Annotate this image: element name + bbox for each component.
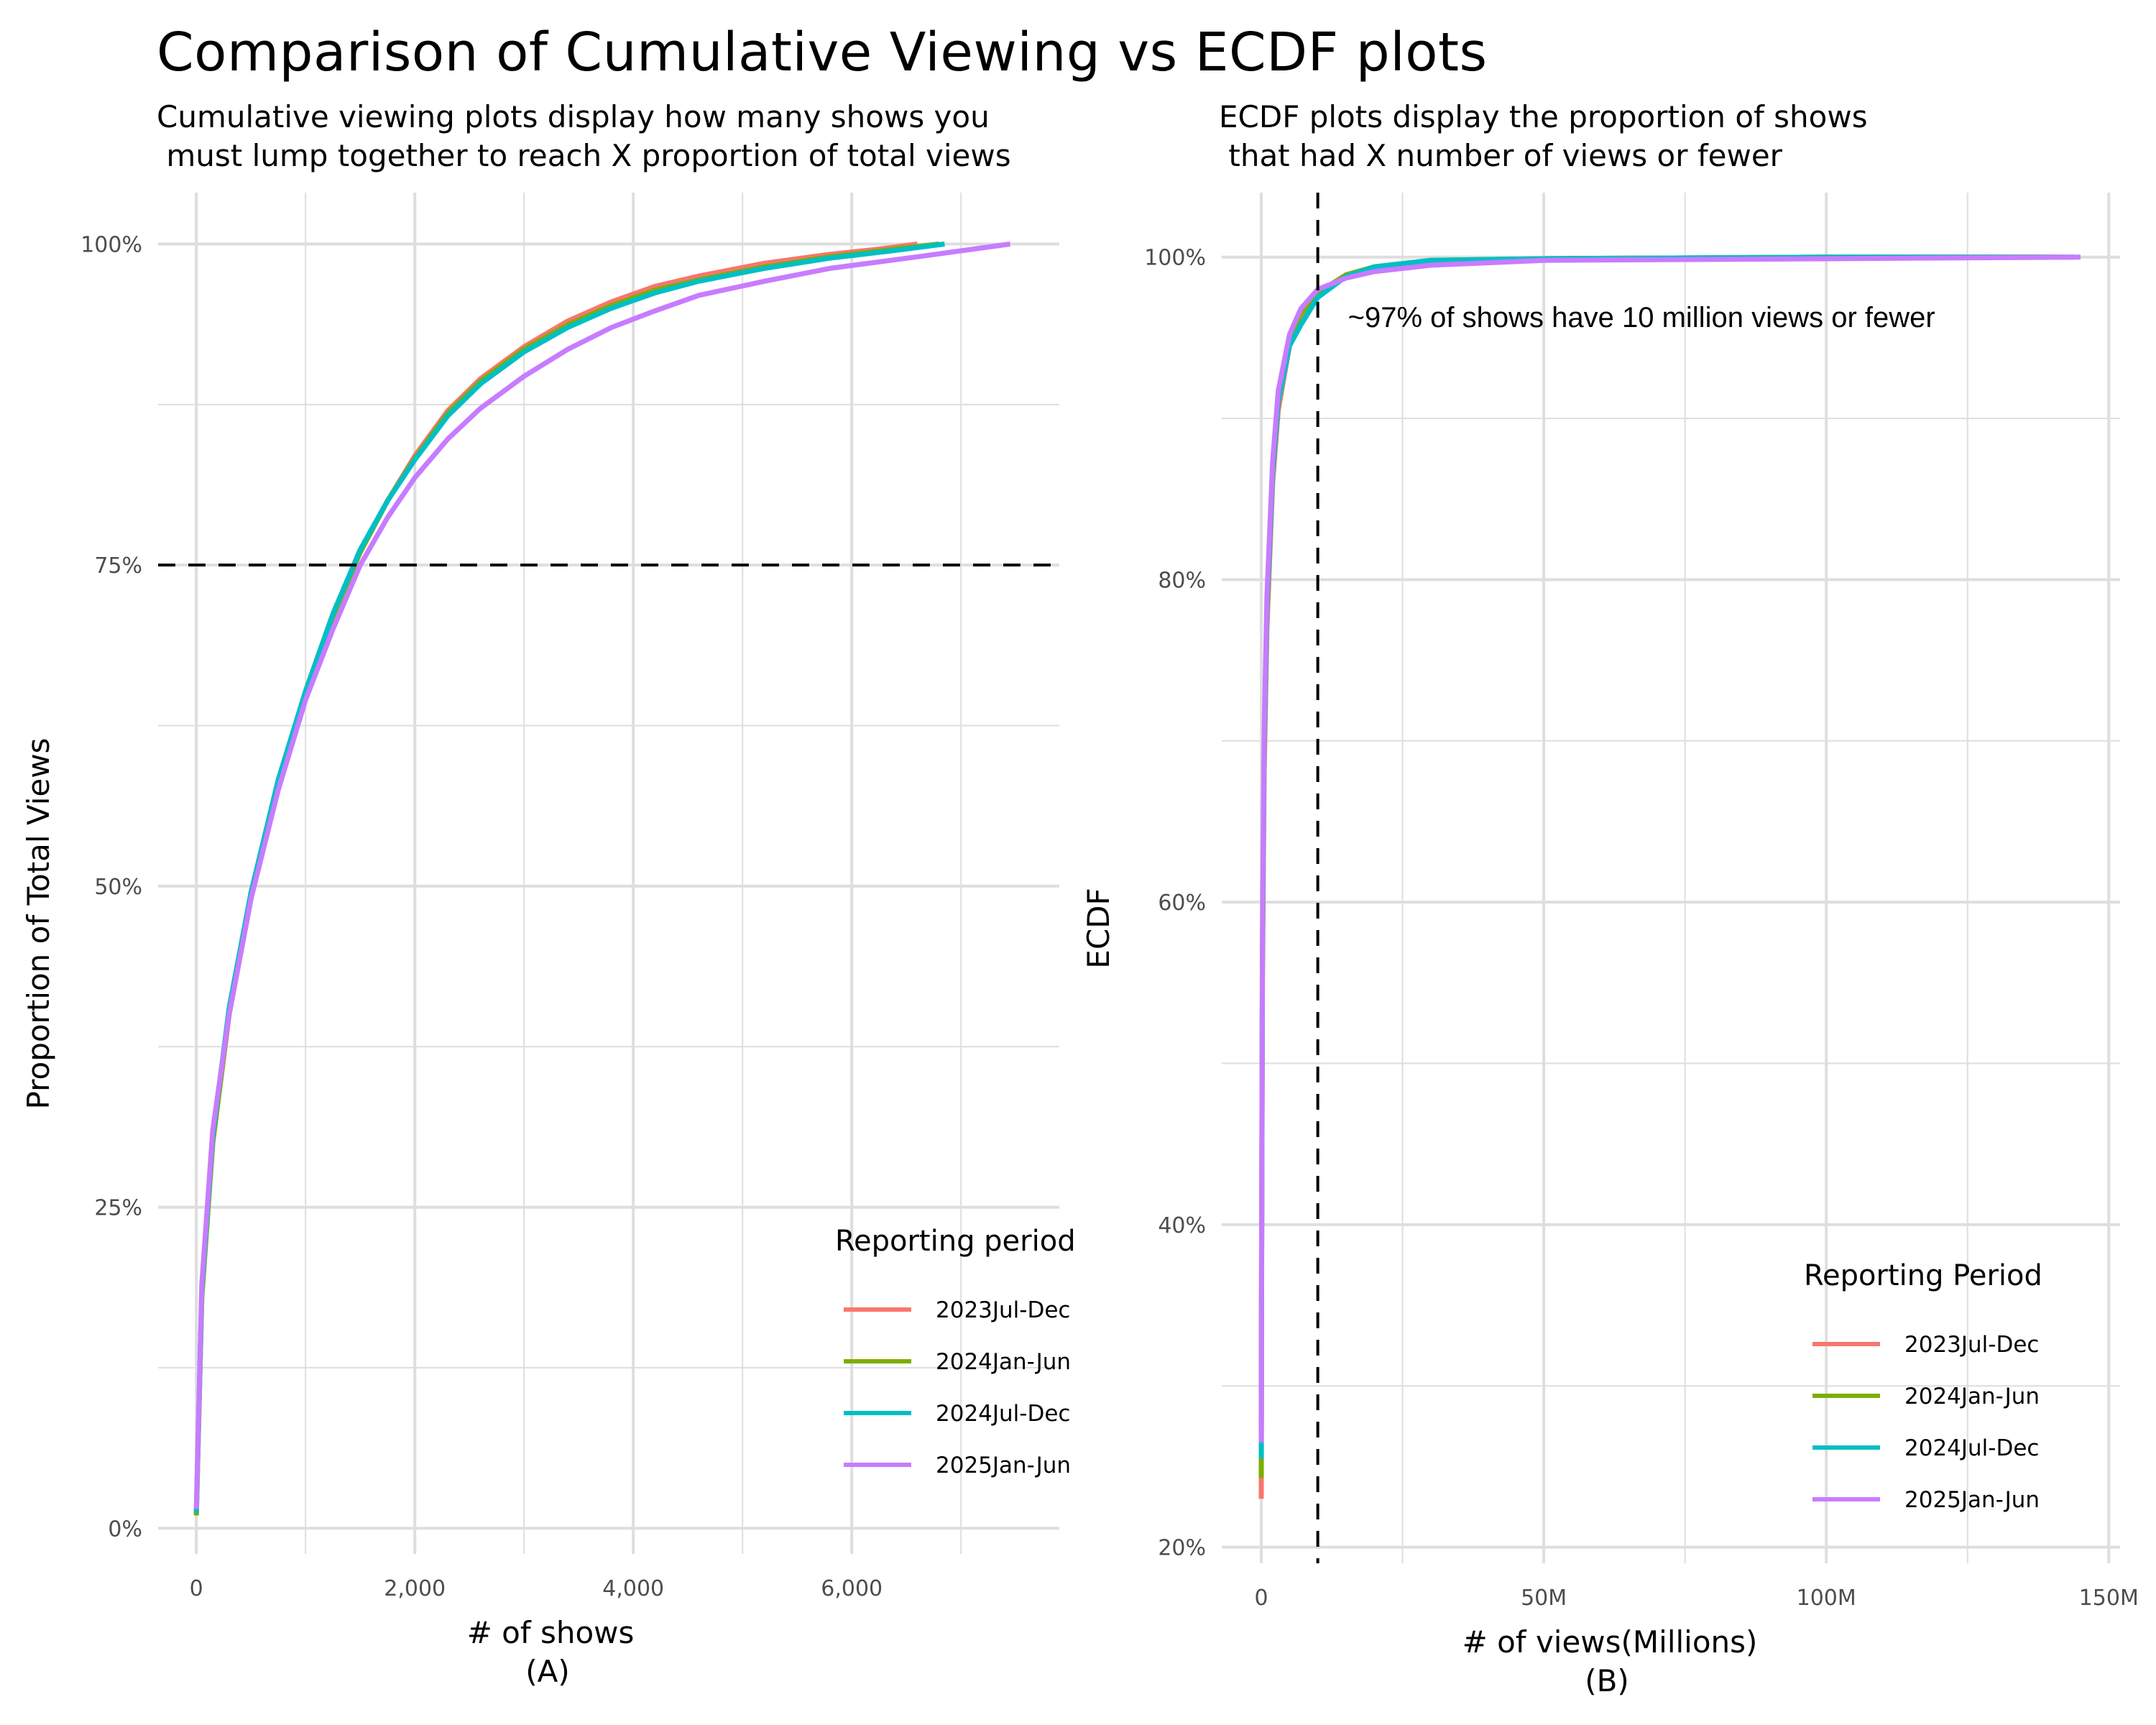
annotation-text: ~97% of shows have 10 million views or f… [1348, 302, 1935, 334]
y-tick-label: 20% [1158, 1536, 1206, 1561]
legend-label: 2025Jan-Jun [1904, 1487, 2040, 1513]
legend-title: Reporting Period [1804, 1259, 2042, 1292]
y-tick-label: 40% [1158, 1213, 1206, 1238]
y-tick-label: 75% [94, 553, 142, 579]
series-line-2024jan-jun [193, 242, 940, 1516]
legend-label: 2024Jan-Jun [1904, 1384, 2040, 1409]
legend-label: 2024Jul-Dec [1904, 1435, 2039, 1461]
legend-label: 2023Jul-Dec [936, 1297, 1070, 1323]
x-tick-label: 50M [1521, 1586, 1567, 1611]
legend-label: 2024Jan-Jun [936, 1349, 1071, 1375]
y-axis-title: Proportion of Total Views [21, 738, 56, 1110]
figure-title: Comparison of Cumulative Viewing vs ECDF… [157, 22, 1488, 83]
x-tick-label: 100M [1797, 1586, 1856, 1611]
y-tick-label: 100% [80, 232, 142, 257]
series-line-2025jan-jun [193, 242, 1011, 1509]
panel-b: 0 50M 100M 150M 20% 40% 60% 80% 100% ~97% of show… [1081, 193, 2139, 1698]
series-line-2023jul-dec [1258, 254, 2053, 1499]
legend: Reporting period 2023Jul-Dec 2024Jan-Jun 20… [835, 1225, 1076, 1478]
legend-label: 2025Jan-Jun [936, 1453, 1071, 1478]
x-tick-label: 0 [1254, 1586, 1268, 1611]
x-tick-label: 2,000 [384, 1576, 446, 1601]
series-line-2025jan-jun [1258, 254, 2081, 1443]
y-tick-label: 50% [94, 875, 142, 900]
legend-label: 2023Jul-Dec [1904, 1332, 2039, 1358]
x-tick-label: 150M [2079, 1586, 2139, 1611]
legend-label: 2024Jul-Dec [936, 1401, 1070, 1427]
series-line-2024jul-dec [193, 242, 945, 1513]
x-tick-label: 4,000 [602, 1576, 664, 1601]
legend-title: Reporting period [835, 1225, 1076, 1258]
panel-label: (B) [1585, 1663, 1629, 1698]
y-axis-title: ECDF [1081, 888, 1116, 968]
y-tick-label: 0% [108, 1517, 142, 1542]
x-tick-label: 0 [190, 1576, 203, 1601]
x-axis-title: # of views(Millions) [1462, 1624, 1758, 1660]
y-tick-label: 25% [94, 1196, 142, 1221]
legend: Reporting Period 2023Jul-Dec 2024Jan-Jun 20… [1804, 1259, 2042, 1513]
y-tick-label: 100% [1144, 246, 1206, 271]
panel-b-subtitle: ECDF plots display the proportion of sho… [1219, 99, 1868, 173]
y-tick-label: 60% [1158, 891, 1206, 916]
series-line-2023jul-dec [193, 242, 918, 1516]
panel-a: 0 2,000 4,000 6,000 0% 25% 50% 75% 100% # of show… [21, 193, 1076, 1689]
x-tick-label: 6,000 [821, 1576, 883, 1601]
panel-a-subtitle: Cumulative viewing plots display how man… [157, 99, 1011, 173]
y-tick-label: 80% [1158, 568, 1206, 593]
series-line-2024jan-jun [1258, 254, 2064, 1478]
panel-label: (A) [525, 1654, 570, 1689]
x-axis-title: # of shows [467, 1615, 635, 1650]
